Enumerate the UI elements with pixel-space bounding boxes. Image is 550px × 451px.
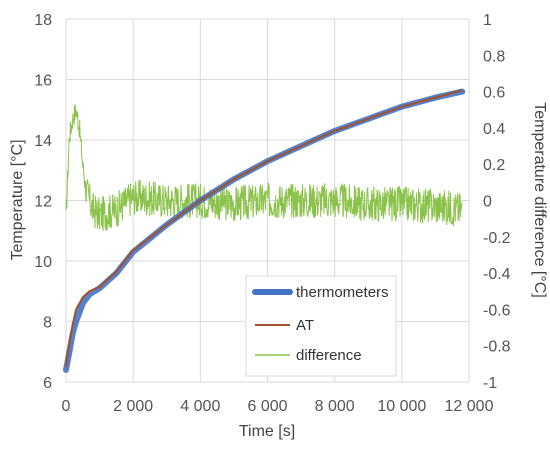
x-tick-label: 8 000 — [315, 398, 355, 415]
x-tick-label: 4 000 — [180, 398, 220, 415]
series-line-difference — [65, 104, 463, 232]
legend-label-difference: difference — [296, 347, 362, 364]
y-right-tick-label: -0.6 — [483, 302, 511, 319]
x-axis-title: Time [s] — [239, 423, 295, 440]
y-right-tick-label: 0 — [483, 194, 492, 211]
y-right-tick-label: -0.8 — [483, 339, 511, 356]
x-tick-label: 12 000 — [445, 398, 494, 415]
legend-label-at: AT — [296, 317, 314, 334]
series — [63, 88, 466, 373]
y-right-tick-label: 0.2 — [483, 157, 505, 174]
y-right-tick-label: -0.4 — [483, 266, 511, 283]
y-axis-right-title: Temperature difference [°C] — [531, 102, 548, 298]
x-tick-label: 6 000 — [247, 398, 287, 415]
y-right-tick-label: 0.4 — [483, 121, 505, 138]
y-left-tick-label: 10 — [34, 254, 52, 271]
x-tick-label: 0 — [62, 398, 71, 415]
y-left-tick-label: 16 — [34, 73, 52, 90]
y-right-tick-label: -0.2 — [483, 230, 511, 247]
y-left-tick-label: 18 — [34, 12, 52, 29]
series-line-at — [65, 89, 463, 368]
x-tick-label: 2 000 — [113, 398, 153, 415]
y-right-tick-label: 1 — [483, 12, 492, 29]
legend: thermometers AT difference — [245, 275, 397, 377]
y-left-tick-label: 14 — [34, 133, 52, 150]
y-right-tick-label: 0.6 — [483, 85, 505, 102]
y-right-tick-label: 0.8 — [483, 48, 505, 65]
legend-label-thermometers: thermometers — [296, 284, 389, 301]
y-left-tick-label: 6 — [43, 375, 52, 392]
x-tick-label: 10 000 — [377, 398, 426, 415]
y-left-tick-label: 8 — [43, 315, 52, 332]
y-right-tick-label: -1 — [483, 375, 497, 392]
y-axis-left-title: Temperature [°C] — [9, 139, 26, 260]
y-left-tick-label: 12 — [34, 194, 52, 211]
